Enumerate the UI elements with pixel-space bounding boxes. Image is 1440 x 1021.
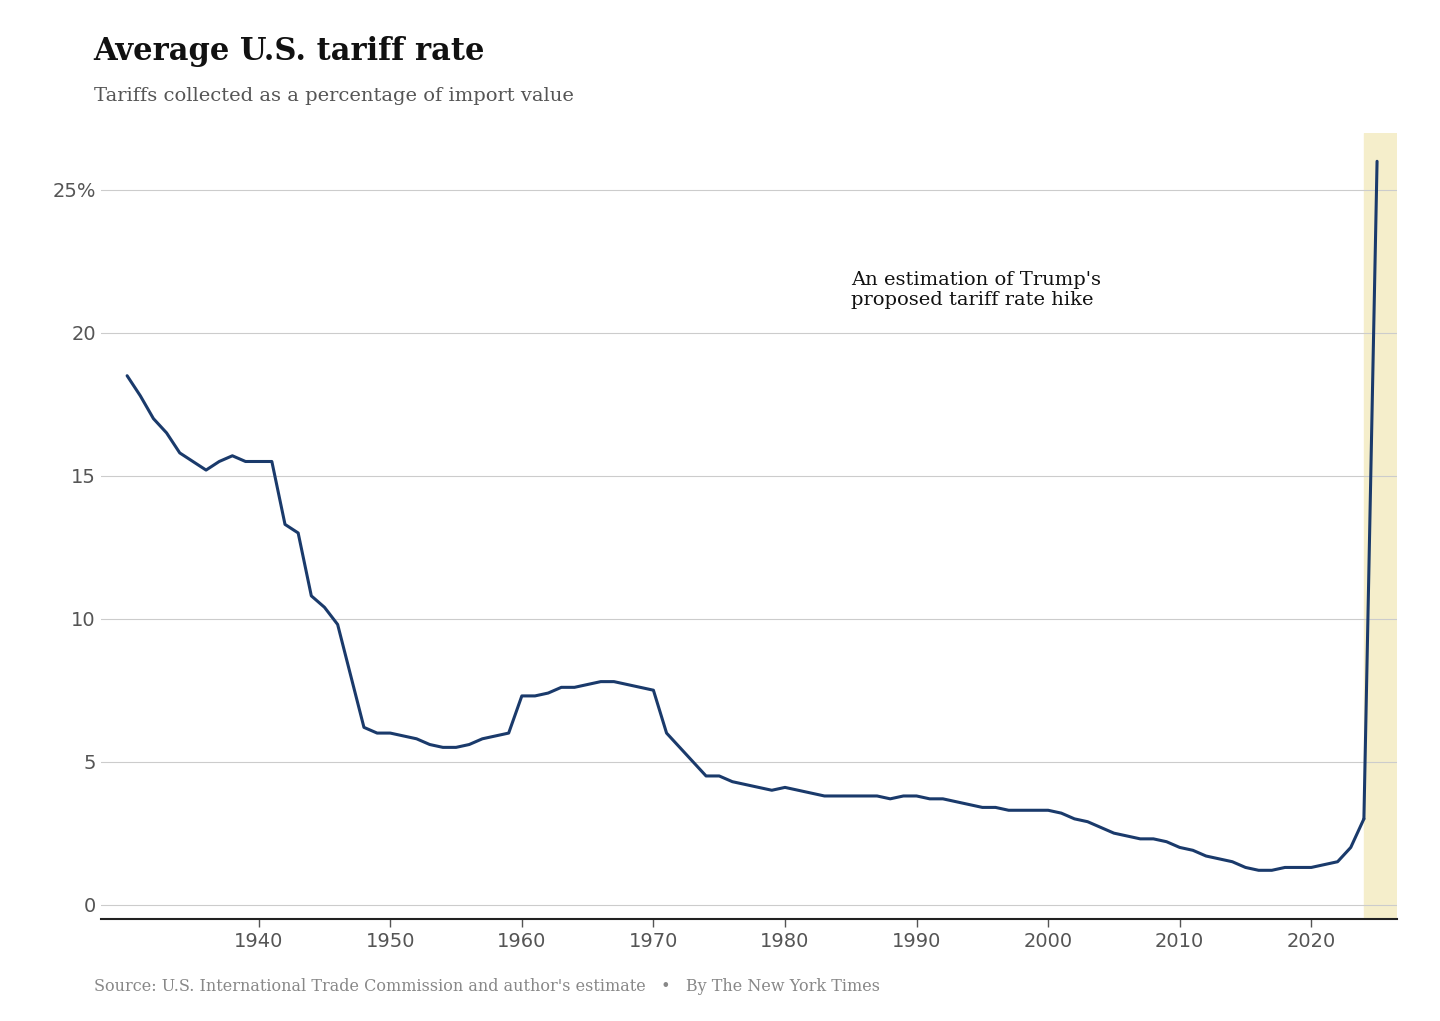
Text: An estimation of Trump's
proposed tariff rate hike: An estimation of Trump's proposed tariff… <box>851 271 1100 309</box>
Text: Source: U.S. International Trade Commission and author's estimate   •   By The N: Source: U.S. International Trade Commiss… <box>94 978 880 995</box>
Text: Average U.S. tariff rate: Average U.S. tariff rate <box>94 36 485 66</box>
Text: Tariffs collected as a percentage of import value: Tariffs collected as a percentage of imp… <box>94 87 573 105</box>
Bar <box>1364 133 1397 919</box>
